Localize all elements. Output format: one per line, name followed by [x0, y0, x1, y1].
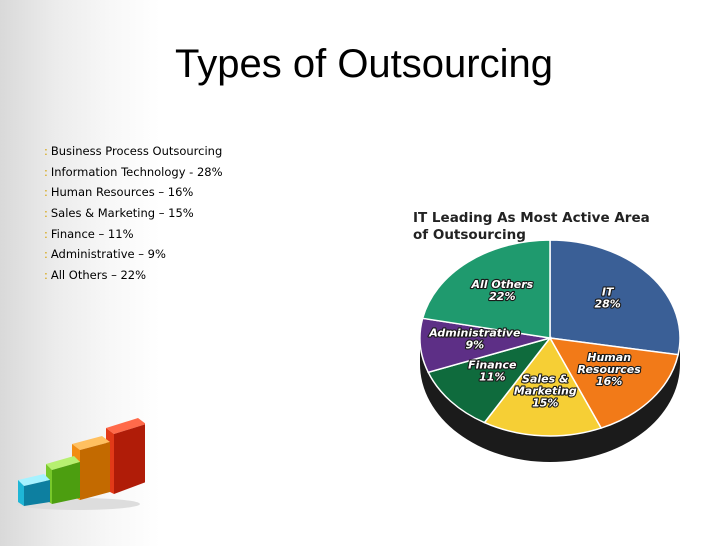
pie-slice-sales-marketing — [483, 336, 603, 437]
pie-label-human-resources: Human Resources 16% — [578, 351, 642, 388]
bullet-item: : Human Resources – 16% — [44, 185, 194, 200]
pie-slice-it — [549, 239, 681, 356]
bullet-item: : Finance – 11% — [44, 226, 134, 241]
bullet-list: : Business Process Outsourcing : Informati… — [44, 141, 223, 286]
pie-side — [420, 338, 680, 462]
chart-title: IT Leading As Most Active Area of Outsou… — [413, 210, 650, 243]
pie-label-sales-marketing: Sales & Marketing 15% — [514, 373, 577, 410]
pie-label-administrative: Administrative 9% — [428, 326, 521, 351]
bar-graph-icon — [16, 418, 145, 510]
pie-depth-shadow — [420, 338, 680, 462]
bullet-item: : Information Technology - 28% — [44, 164, 223, 179]
pie-chart: IT 28% Human Resources 16%Sales & Marketing 15… — [419, 239, 681, 462]
bullet-item: : Administrative – 9% — [44, 247, 166, 262]
pie-label-finance: Finance 11% — [468, 359, 517, 384]
pie-slices — [419, 239, 681, 437]
pie-labels: IT 28% Human Resources 16%Sales & Marketing 15… — [427, 277, 642, 411]
pie-label-it: IT 28% — [595, 285, 621, 310]
bullet-item: : Sales & Marketing – 15% — [44, 206, 194, 221]
bullet-item: : Business Process Outsourcing — [44, 144, 223, 158]
pie-slice-human-resources — [548, 337, 680, 429]
pie-slice-all-others — [421, 239, 551, 339]
pie-label-all-others: All Others 22% — [470, 278, 533, 303]
bullet-item: : All Others – 22% — [44, 268, 147, 283]
slide-title: Types of Outsourcing — [175, 42, 553, 86]
pie-slice-finance — [427, 336, 552, 424]
